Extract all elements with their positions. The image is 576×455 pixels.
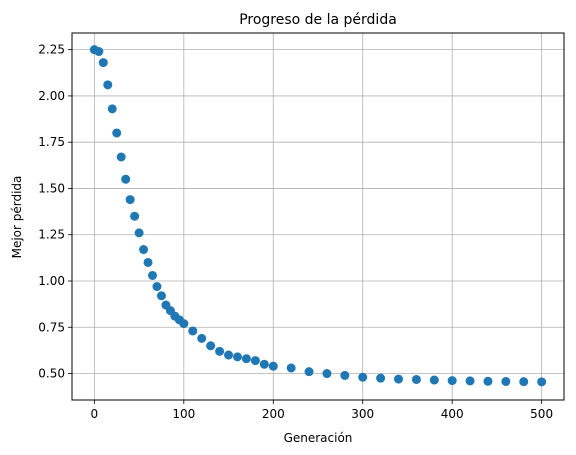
plot-frame — [71, 32, 565, 401]
data-point — [232, 352, 242, 362]
y-tick-label: 2.25 — [38, 43, 65, 57]
data-point — [411, 374, 421, 384]
x-tick-label: 100 — [172, 407, 195, 421]
y-tick-label: 1.75 — [38, 135, 65, 149]
data-point — [143, 257, 153, 267]
data-point — [519, 377, 529, 387]
data-point — [130, 211, 140, 221]
data-point — [394, 374, 404, 384]
data-point — [259, 359, 269, 369]
ticks: 0 100 200 300 400 500 0.50 0.75 1.00 1.25 1.50 1.75… — [38, 43, 553, 421]
chart-title: Progreso de la pérdida — [239, 12, 397, 28]
y-tick-label: 0.50 — [38, 367, 65, 381]
data-point — [537, 377, 547, 387]
data-point — [465, 376, 475, 386]
data-point — [94, 47, 104, 57]
data-point — [156, 291, 166, 301]
data-point — [376, 373, 386, 383]
data-point — [179, 319, 189, 329]
grid — [72, 33, 564, 400]
data-point — [483, 376, 493, 386]
data-point — [286, 363, 296, 373]
x-tick-label: 200 — [262, 407, 285, 421]
data-point — [358, 372, 368, 382]
y-tick-label: 2.00 — [38, 89, 65, 103]
data-point — [447, 376, 457, 386]
data-point — [103, 80, 113, 90]
x-tick-label: 0 — [91, 407, 99, 421]
data-point — [340, 370, 350, 380]
data-point — [112, 128, 122, 138]
data-point — [241, 354, 251, 364]
data-point — [268, 361, 278, 371]
data-point — [125, 195, 135, 205]
data-point — [501, 376, 511, 386]
data-point — [322, 369, 332, 379]
y-tick-label: 1.50 — [38, 181, 65, 195]
x-tick-label: 500 — [530, 407, 553, 421]
data-points — [89, 45, 547, 387]
y-tick-label: 0.75 — [38, 320, 65, 334]
x-axis-label: Generación — [284, 431, 353, 445]
y-tick-label: 1.00 — [38, 274, 65, 288]
x-tick-label: 300 — [351, 407, 374, 421]
data-point — [148, 270, 158, 280]
data-point — [107, 104, 117, 114]
data-point — [197, 333, 207, 343]
data-point — [188, 326, 198, 336]
data-point — [206, 341, 216, 351]
data-point — [121, 174, 131, 184]
data-point — [304, 367, 314, 377]
data-point — [134, 228, 144, 238]
x-tick-label: 400 — [441, 407, 464, 421]
data-point — [429, 375, 439, 385]
data-point — [98, 58, 108, 68]
data-point — [139, 245, 149, 255]
data-point — [224, 350, 234, 360]
data-point — [152, 282, 162, 292]
y-axis-label: Mejor pérdida — [10, 176, 24, 259]
y-tick-label: 1.25 — [38, 228, 65, 242]
data-point — [116, 152, 126, 162]
data-point — [215, 346, 225, 356]
data-point — [250, 356, 260, 366]
